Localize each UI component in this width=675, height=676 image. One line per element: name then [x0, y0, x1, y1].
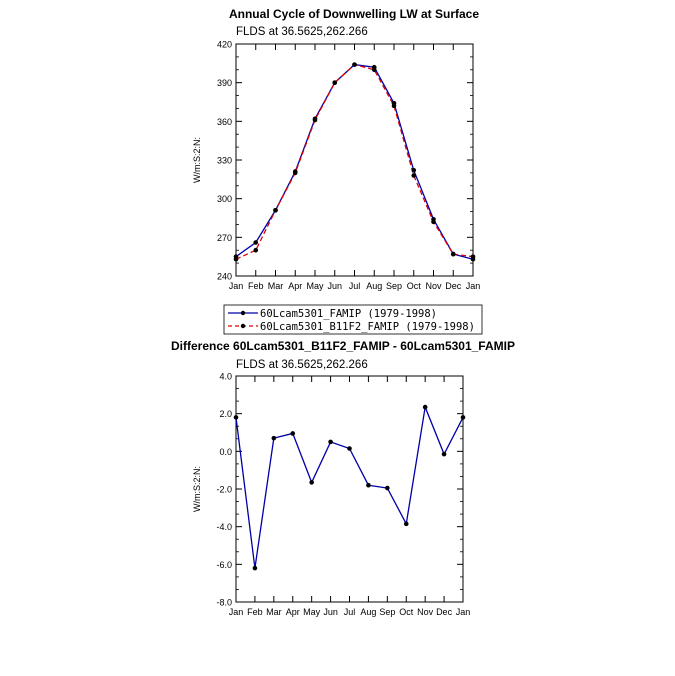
chart1-title: Annual Cycle of Downwelling LW at Surfac… — [229, 7, 479, 21]
chart1-series-2-point — [292, 170, 298, 176]
chart2-series-1-point — [328, 439, 333, 445]
chart2-xtick-label: May — [303, 607, 321, 617]
legend-label-series-1: 60Lcam5301_FAMIP (1979-1998) — [260, 308, 437, 320]
legend-marker-series-1 — [240, 310, 246, 316]
chart1-series-1-point — [253, 240, 259, 245]
chart2-series-1-point — [233, 415, 239, 420]
chart1-xtick-label: Jun — [327, 281, 342, 291]
chart1-series-2-point — [470, 254, 476, 259]
chart1-series-2-point — [371, 67, 377, 73]
chart2-series-1-point — [422, 404, 428, 410]
chart1-xtick-label: Sep — [386, 281, 402, 291]
chart1-series-2-point — [352, 62, 357, 67]
chart2-xtick-label: Mar — [266, 607, 282, 617]
chart2-ytick-label: 0.0 — [219, 447, 232, 457]
chart2-xtick-label: Jul — [344, 607, 356, 617]
chart1-ytick-label: 300 — [217, 194, 232, 204]
chart1-subtitle: FLDS at 36.5625,262.266 — [236, 26, 368, 38]
chart1-y-axis-label: W/m:S:2:N: — [192, 137, 202, 183]
chart1-xtick-label: Jul — [349, 281, 361, 291]
chart2-title: Difference 60Lcam5301_B11F2_FAMIP - 60Lc… — [171, 339, 515, 353]
chart2-series-1-point — [347, 446, 352, 451]
chart1-plot-area: 240 270 300 330 360 390 420 Jan Feb Mar Apr May Jun J… — [217, 40, 480, 292]
chart1-ytick-label: 330 — [217, 156, 232, 166]
chart2-xtick-label: Sep — [379, 607, 395, 617]
chart1-xtick-label: Dec — [445, 281, 462, 291]
chart1-ytick-label: 420 — [217, 40, 232, 50]
chart1-series-2-point — [450, 251, 456, 257]
chart1-series-2-point — [391, 103, 397, 109]
chart2-series-1-point — [385, 485, 390, 491]
chart2-frame — [235, 375, 464, 603]
chart2-ytick-label: -2.0 — [216, 485, 232, 495]
chart1-frame — [235, 43, 474, 277]
chart1-series-2-point — [253, 247, 259, 253]
chart2-ytick-label: 4.0 — [219, 372, 232, 382]
legend-box — [223, 304, 483, 335]
chart1-series-2-point — [411, 173, 417, 178]
chart1-series-1-line — [235, 63, 474, 260]
chart2-ytick-label: -8.0 — [216, 598, 232, 608]
legend-marker-series-2 — [240, 323, 246, 329]
chart1-xtick-label: Jan — [466, 281, 481, 291]
chart2-series-1-point — [252, 565, 258, 571]
chart1-ytick-label: 390 — [217, 78, 232, 88]
chart1-series-2-point — [431, 219, 436, 225]
chart2-xtick-label: Nov — [417, 607, 434, 617]
chart2-ytick-label: 2.0 — [219, 409, 232, 419]
chart1-series-2-point — [332, 80, 338, 85]
chart1-ytick-label: 360 — [217, 117, 232, 127]
chart1-xtick-label: Oct — [407, 281, 422, 291]
chart2-xtick-label: Jan — [456, 607, 471, 617]
chart2-xtick-label: Apr — [286, 607, 300, 617]
chart2-series-1-point — [271, 435, 277, 441]
chart1-ytick-label: 270 — [217, 233, 232, 243]
chart2-series-1-point — [309, 480, 314, 485]
chart2-series-1-point — [290, 431, 296, 436]
chart2-ytick-label: -6.0 — [216, 560, 232, 570]
chart2-series-1-point — [460, 415, 466, 420]
chart1-series-1-point — [411, 168, 417, 173]
chart2-xtick-label: Dec — [436, 607, 453, 617]
chart2-y-axis-label: W/m:S:2:N: — [192, 466, 202, 512]
chart2-subtitle: FLDS at 36.5625,262.266 — [236, 359, 368, 371]
chart2-xtick-label: Jan — [229, 607, 244, 617]
chart2-series-1-point — [441, 451, 447, 457]
chart1-xtick-label: Apr — [288, 281, 302, 291]
chart1-xtick-label: Mar — [268, 281, 284, 291]
chart1-series-2-line — [235, 63, 474, 260]
legend-label-series-2: 60Lcam5301_B11F2_FAMIP (1979-1998) — [260, 321, 475, 333]
chart2-ytick-label: -4.0 — [216, 522, 232, 532]
chart1-series-2-point — [233, 256, 239, 262]
chart2-xtick-label: Aug — [360, 607, 376, 617]
chart1-xtick-label: Feb — [248, 281, 264, 291]
chart1-xtick-label: Jan — [229, 281, 244, 291]
chart1-xtick-label: May — [306, 281, 324, 291]
chart2-xtick-label: Oct — [399, 607, 414, 617]
chart2-series-1-point — [366, 482, 371, 488]
chart2-xtick-label: Feb — [247, 607, 263, 617]
chart1-series-2-point — [273, 207, 278, 213]
chart2-series-1-line — [235, 404, 464, 569]
chart1-series-2-point — [312, 117, 318, 123]
chart1-legend: 60Lcam5301_FAMIP (1979-1998) 60Lcam5301_… — [223, 304, 483, 335]
chart1-ytick-label: 240 — [217, 272, 232, 282]
chart1-xtick-label: Nov — [425, 281, 442, 291]
chart2-xtick-label: Jun — [323, 607, 338, 617]
chart1-xtick-label: Aug — [366, 281, 382, 291]
chart2-series-1-point — [403, 521, 409, 527]
